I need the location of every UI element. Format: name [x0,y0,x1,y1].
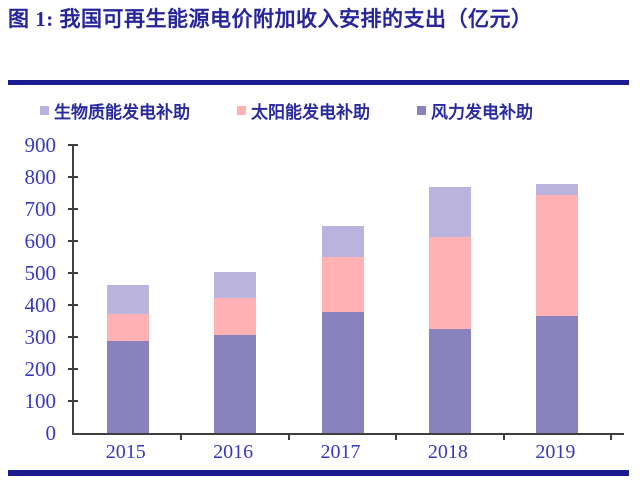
category-cell [289,145,396,434]
legend-item: 生物质能发电补助 [40,98,190,123]
x-axis-label: 2018 [427,441,468,464]
x-tick-mark [395,435,398,441]
y-tick-label: 800 [24,165,57,190]
y-tick-label: 900 [24,133,57,158]
y-tick-mark [68,368,78,371]
y-tick-mark [68,272,78,275]
bars-container [74,145,611,434]
bar-segment [214,335,257,434]
bar-segment [428,328,471,434]
legend-label: 生物质能发电补助 [54,103,190,123]
bar-segment [428,236,471,329]
bar-segment [106,314,149,341]
bar-segment [536,315,579,434]
x-axis-label: 2017 [320,441,361,464]
title-separator-line [8,80,629,86]
stacked-bar-2016 [214,272,257,434]
legend-label: 风力发电补助 [431,103,533,123]
y-tick-mark [68,240,78,243]
x-axis-label: 2019 [535,441,576,464]
bar-segment [321,312,364,434]
stacked-bar-2015 [106,285,149,434]
x-tick-mark [502,435,505,441]
chart-legend: 生物质能发电补助 太阳能发电补助 风力发电补助 [40,99,640,122]
y-tick-label: 200 [24,357,57,382]
x-tick-mark [287,435,290,441]
y-tick-mark [68,304,78,307]
stacked-bar-2017 [321,225,364,434]
legend-label: 太阳能发电补助 [251,103,370,123]
bar-segment [106,285,149,315]
y-tick-mark [68,176,78,179]
legend-swatch-icon [237,106,246,116]
legend-item: 太阳能发电补助 [237,98,370,123]
x-tick-mark [610,435,612,441]
bar-segment [536,184,579,195]
y-tick-mark [68,400,78,403]
x-axis-label: 2015 [105,441,146,464]
y-tick-mark [68,336,78,339]
category-cell [504,145,611,434]
y-tick-mark [68,144,78,147]
stacked-bar-2018 [428,186,471,434]
bar-segment [321,256,364,313]
y-tick-label: 300 [24,325,57,350]
bar-segment [321,225,364,257]
figure-title: 图 1: 我国可再生能源电价附加收入安排的支出（亿元） [8,7,533,31]
stacked-bar-2019 [536,184,579,434]
legend-swatch-icon [417,106,426,116]
y-tick-mark [68,208,78,211]
bar-segment [106,340,149,434]
figure-bottom-border-line [8,470,629,477]
plot-area [68,144,624,441]
bar-segment [428,186,471,237]
y-tick-label: 100 [24,389,57,414]
category-cell [396,145,503,434]
y-axis: 900 800 700 600 500 400 300 200 100 0 [0,135,57,444]
x-axis-labels: 2015 2016 2017 2018 2019 [72,441,609,464]
bar-segment [536,194,579,316]
stacked-bar-chart: 900 800 700 600 500 400 300 200 100 0 [0,135,640,444]
bar-segment [214,297,257,336]
y-tick-label: 700 [24,197,57,222]
bar-segment [214,272,257,298]
legend-swatch-icon [40,106,49,116]
y-tick-label: 500 [24,261,57,286]
x-tick-mark [180,435,183,441]
legend-item: 风力发电补助 [417,98,533,123]
x-axis-label: 2016 [213,441,254,464]
y-tick-label: 0 [45,421,57,446]
y-tick-label: 400 [24,293,57,318]
category-cell [181,145,288,434]
category-cell [74,145,181,434]
y-tick-label: 600 [24,229,57,254]
